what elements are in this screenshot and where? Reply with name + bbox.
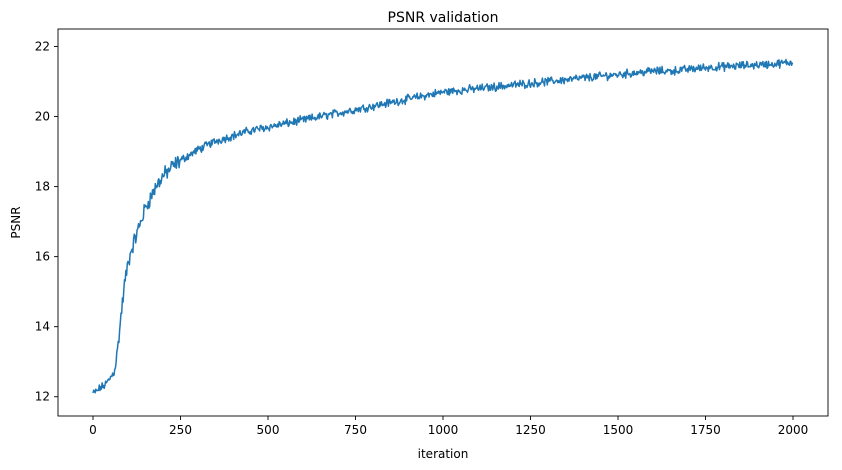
y-axis-label: PSNR — [9, 206, 23, 238]
x-tick-label: 500 — [257, 423, 280, 437]
x-tick-label: 1750 — [690, 423, 721, 437]
x-tick-label: 0 — [89, 423, 97, 437]
axes: 0 250 500 750 1000 1250 1500 1750 2000 12 14 16 18 20… — [35, 28, 829, 437]
x-axis-label: iteration — [418, 447, 469, 461]
x-tick-label: 1500 — [603, 423, 634, 437]
chart-title: PSNR validation — [388, 10, 499, 26]
y-tick-label: 20 — [35, 110, 50, 124]
x-tick-label: 250 — [169, 423, 192, 437]
y-tick-label: 16 — [35, 250, 50, 264]
x-tick-label: 1000 — [428, 423, 459, 437]
x-tick-label: 1250 — [515, 423, 546, 437]
x-tick-label: 750 — [344, 423, 367, 437]
y-tick-label: 12 — [35, 390, 50, 404]
plot-frame — [57, 28, 829, 417]
y-tick-label: 14 — [35, 320, 50, 334]
x-tick-label: 2000 — [778, 423, 809, 437]
y-tick-label: 18 — [35, 180, 50, 194]
series-line — [92, 58, 794, 394]
plot-area — [92, 58, 794, 394]
y-tick-label: 22 — [35, 40, 50, 54]
